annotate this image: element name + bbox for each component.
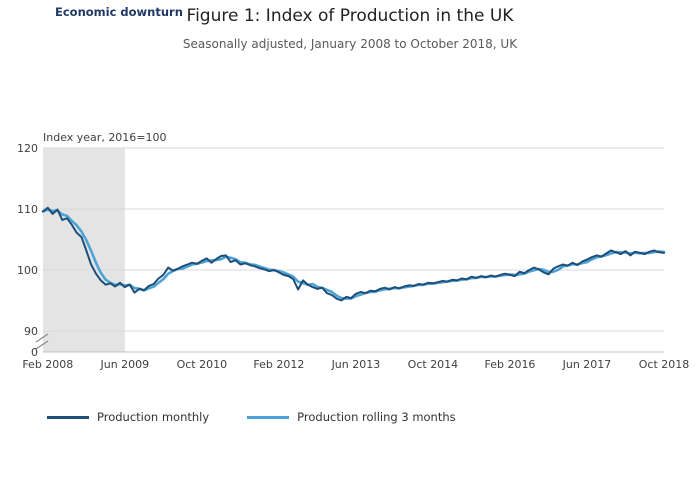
economic-downturn-region (43, 148, 125, 352)
y-tick-label-90: 90 (24, 325, 38, 338)
x-tick-label: Jun 2013 (331, 358, 381, 371)
chart-subtitle: Seasonally adjusted, January 2008 to Oct… (182, 37, 518, 51)
y-tick-label-100: 100 (17, 264, 38, 277)
y-tick-label-0: 0 (31, 346, 38, 359)
legend-label-production-monthly: Production monthly (97, 410, 210, 424)
legend-swatch-production-monthly (47, 415, 89, 419)
production-chart: 120 110 100 90 0 Index year, 2016=100 Feb 2008… (17, 131, 690, 371)
legend-swatch-production-rolling-3-months (247, 415, 290, 419)
series-production-rolling-3-months (41, 208, 666, 300)
x-tick-label: Feb 2012 (253, 358, 304, 371)
y-tick-label-110: 110 (17, 203, 38, 216)
x-tick-label: Oct 2014 (408, 358, 459, 371)
y-axis-title: Index year, 2016=100 (43, 131, 167, 144)
x-tick-label: Jun 2017 (562, 358, 612, 371)
axis-break-mark (35, 340, 49, 350)
legend-label-production-rolling-3-months: Production rolling 3 months (297, 410, 456, 424)
x-tick-label: Jun 2009 (99, 358, 149, 371)
x-tick-label: Oct 2018 (639, 358, 690, 371)
legend-item-production-rolling-3-months[interactable]: Production rolling 3 months (247, 410, 456, 424)
legend-item-production-monthly[interactable]: Production monthly (47, 410, 209, 424)
y-tick-label-120: 120 (17, 142, 38, 155)
economic-downturn-annotation: Economic downturn (55, 5, 183, 19)
x-tick-label: Feb 2016 (484, 358, 535, 371)
axis-break-mark (35, 333, 49, 343)
series-production-monthly (42, 206, 665, 302)
chart-legend: Production monthly Production rolling 3 … (47, 410, 456, 424)
x-tick-label: Feb 2008 (22, 358, 73, 371)
x-tick-label: Oct 2010 (177, 358, 228, 371)
chart-title: Figure 1: Index of Production in the UK (186, 6, 514, 26)
